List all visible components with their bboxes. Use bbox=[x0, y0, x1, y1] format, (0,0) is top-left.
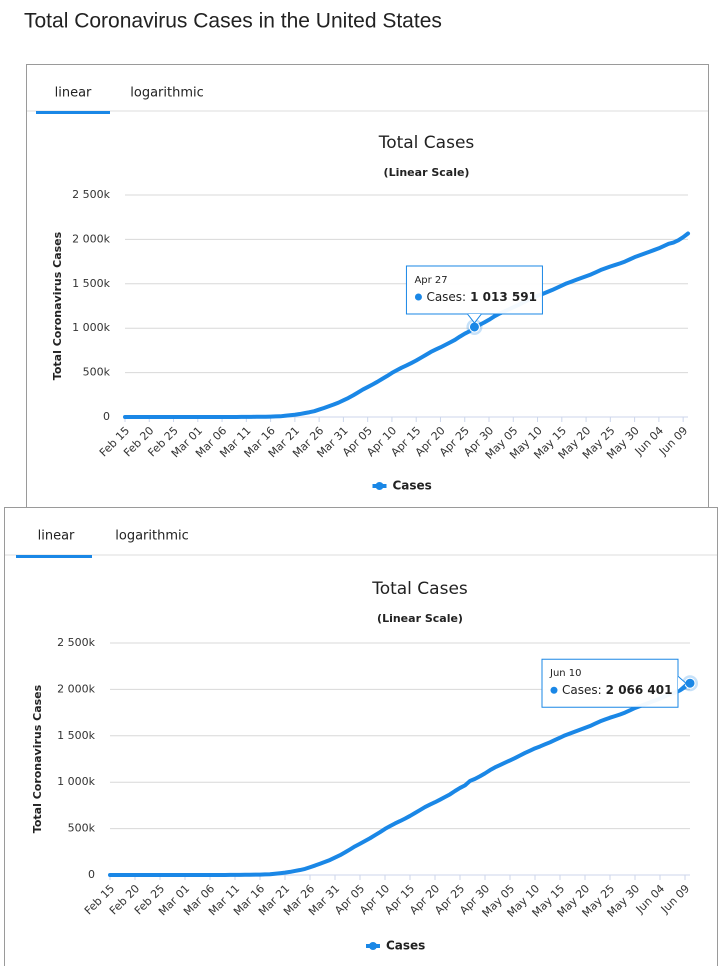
legend-symbol bbox=[369, 942, 377, 950]
legend-symbol bbox=[375, 482, 384, 490]
tooltip-series: Cases: bbox=[562, 683, 602, 697]
tooltip-dot bbox=[414, 293, 422, 301]
tooltip-pointer bbox=[677, 675, 687, 691]
tooltip-title: Apr 27 bbox=[414, 275, 447, 286]
panel: linear logarithmic Total Cases (Linear Sc… bbox=[26, 64, 709, 525]
y-tick-label: 1 500k bbox=[57, 729, 95, 742]
y-tick-label: 1 000k bbox=[57, 775, 95, 788]
panel: linear logarithmic Total Cases (Linear Sc… bbox=[4, 507, 718, 966]
tooltip-box bbox=[541, 658, 679, 708]
series-line bbox=[123, 231, 690, 419]
chart-subtitle: (Linear Scale) bbox=[384, 166, 470, 179]
tooltip-dot bbox=[550, 686, 558, 694]
y-tick-label: 500k bbox=[83, 366, 111, 379]
y-tick-label: 500k bbox=[68, 822, 96, 835]
legend-label: Cases bbox=[393, 479, 432, 493]
active-tab-indicator bbox=[36, 111, 110, 114]
active-tab-indicator bbox=[16, 555, 92, 558]
y-tick-label: 2 000k bbox=[57, 682, 95, 695]
y-tick-label: 2 000k bbox=[72, 232, 110, 245]
tooltip-value: 1 013 591 bbox=[470, 289, 537, 303]
page-title: Total Coronavirus Cases in the United St… bbox=[24, 10, 442, 33]
tab[interactable]: logarithmic bbox=[115, 529, 189, 544]
tooltip-title: Jun 10 bbox=[549, 668, 582, 679]
chart-subtitle: (Linear Scale) bbox=[377, 612, 463, 625]
tooltip-value: 2 066 401 bbox=[606, 683, 673, 697]
tab[interactable]: linear bbox=[38, 529, 75, 544]
y-tick-label: 1 000k bbox=[72, 321, 110, 334]
y-axis-label: Total Coronavirus Cases bbox=[51, 231, 64, 380]
tooltip-series: Cases: bbox=[426, 289, 466, 303]
series-line bbox=[108, 681, 692, 877]
panel-frame bbox=[26, 64, 709, 525]
y-tick-label: 1 500k bbox=[72, 277, 110, 290]
tooltip-text: Cases: 2 066 401 bbox=[562, 683, 672, 697]
tab[interactable]: logarithmic bbox=[130, 86, 204, 101]
y-tick-label: 0 bbox=[103, 410, 110, 423]
y-tick-label: 2 500k bbox=[72, 188, 110, 201]
tooltip-text: Cases: 1 013 591 bbox=[426, 289, 536, 303]
tooltip-box bbox=[405, 265, 543, 315]
legend-label: Cases bbox=[386, 939, 425, 953]
y-tick-label: 0 bbox=[88, 868, 95, 881]
chart-title: Total Cases bbox=[371, 579, 468, 599]
y-tick-label: 2 500k bbox=[57, 636, 95, 649]
y-axis-label: Total Coronavirus Cases bbox=[31, 684, 44, 833]
chart-title: Total Cases bbox=[378, 133, 475, 153]
tab[interactable]: linear bbox=[55, 86, 92, 101]
tooltip-pointer bbox=[467, 313, 482, 324]
panel-frame bbox=[4, 507, 718, 966]
